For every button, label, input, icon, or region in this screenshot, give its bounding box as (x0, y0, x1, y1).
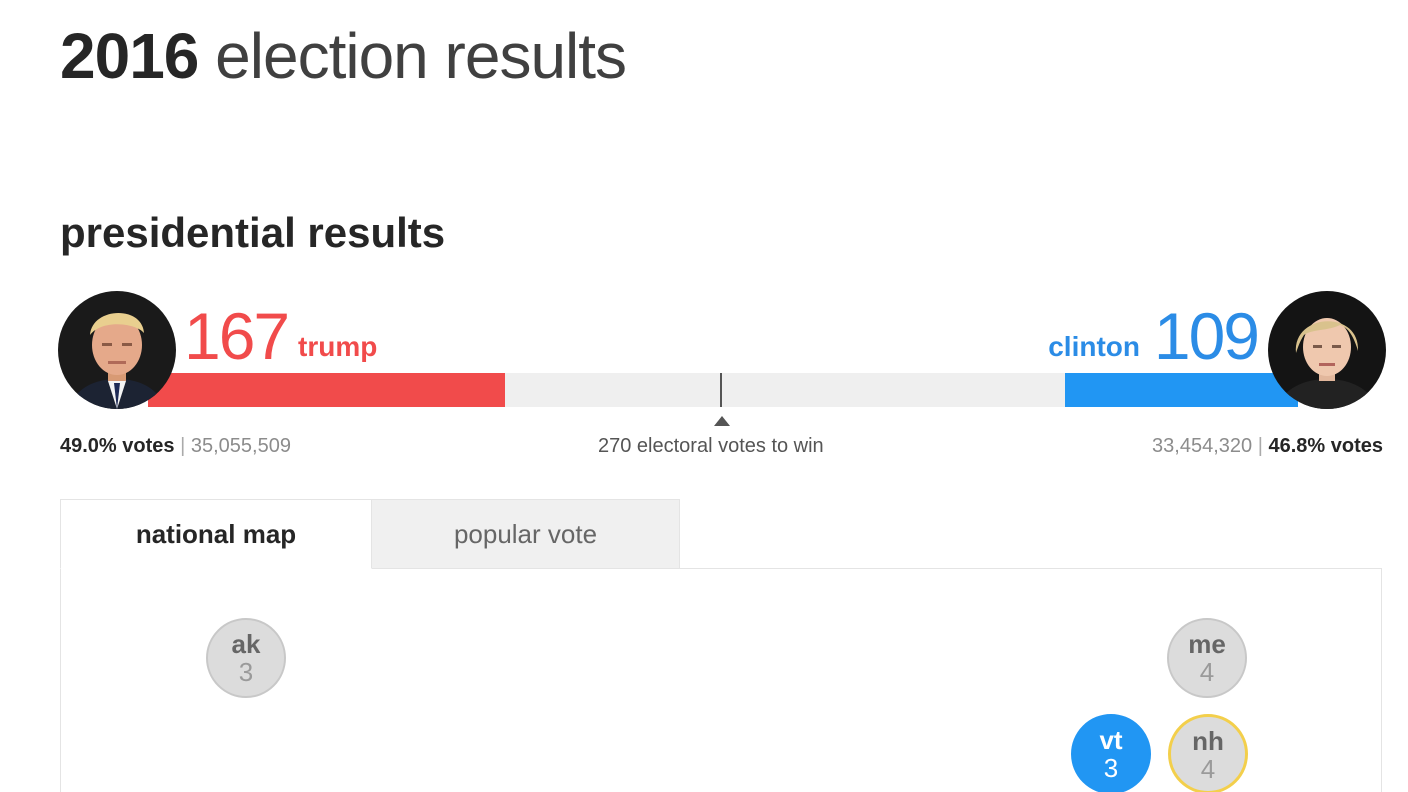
trump-avatar (58, 291, 176, 409)
state-electoral-votes: 3 (238, 657, 254, 687)
clinton-electoral-votes: 109 (1153, 299, 1260, 373)
trump-popular-vote: 49.0% votes | 35,055,509 (60, 434, 291, 458)
state-abbr: vt (1099, 725, 1123, 755)
trump-electoral-votes: 167 (184, 299, 290, 373)
clinton-name-label: clinton (1048, 331, 1140, 362)
clinton-progress-fill (1065, 373, 1298, 407)
clinton-portrait-icon (1268, 291, 1386, 409)
trump-name-label: trump (298, 331, 378, 362)
state-bubble-me[interactable]: me 4 (1167, 618, 1247, 698)
clinton-popular-separator: | (1257, 435, 1263, 457)
win-threshold-marker (719, 373, 722, 407)
state-abbr: nh (1192, 726, 1224, 756)
clinton-avatar (1268, 291, 1386, 409)
state-electoral-votes: 4 (1200, 754, 1216, 784)
page-title-year: 2016 (60, 20, 199, 92)
clinton-popular-vote: 33,454,320 | 46.8% votes (1152, 434, 1383, 458)
page-title: 2016 election results (60, 18, 627, 94)
trump-portrait-icon (58, 291, 176, 409)
state-electoral-votes: 3 (1103, 753, 1119, 783)
clinton-popular-percent: 46.8% votes (1268, 435, 1383, 457)
state-bubble-ak[interactable]: ak 3 (206, 618, 286, 698)
trump-progress-fill (148, 373, 505, 407)
win-threshold-caret-icon (714, 416, 730, 426)
section-title: presidential results (60, 209, 446, 256)
trump-popular-percent: 49.0% votes (60, 435, 175, 457)
state-bubble-vt[interactable]: vt 3 (1071, 714, 1151, 792)
state-bubble-nh[interactable]: nh 4 (1168, 714, 1248, 792)
state-abbr: ak (231, 629, 261, 659)
page-title-text: election results (215, 20, 627, 92)
trump-popular-count: 35,055,509 (190, 435, 291, 457)
win-threshold-label: 270 electoral votes to win (598, 435, 824, 457)
state-electoral-votes: 4 (1199, 657, 1215, 687)
national-map-panel (60, 568, 1382, 792)
electoral-vote-bar (148, 373, 1298, 407)
tab-popular-vote[interactable]: popular vote (371, 499, 680, 569)
clinton-popular-count: 33,454,320 (1152, 435, 1253, 457)
trump-popular-separator: | (180, 435, 186, 457)
state-abbr: me (1188, 629, 1226, 659)
tab-national-map[interactable]: national map (60, 499, 372, 569)
